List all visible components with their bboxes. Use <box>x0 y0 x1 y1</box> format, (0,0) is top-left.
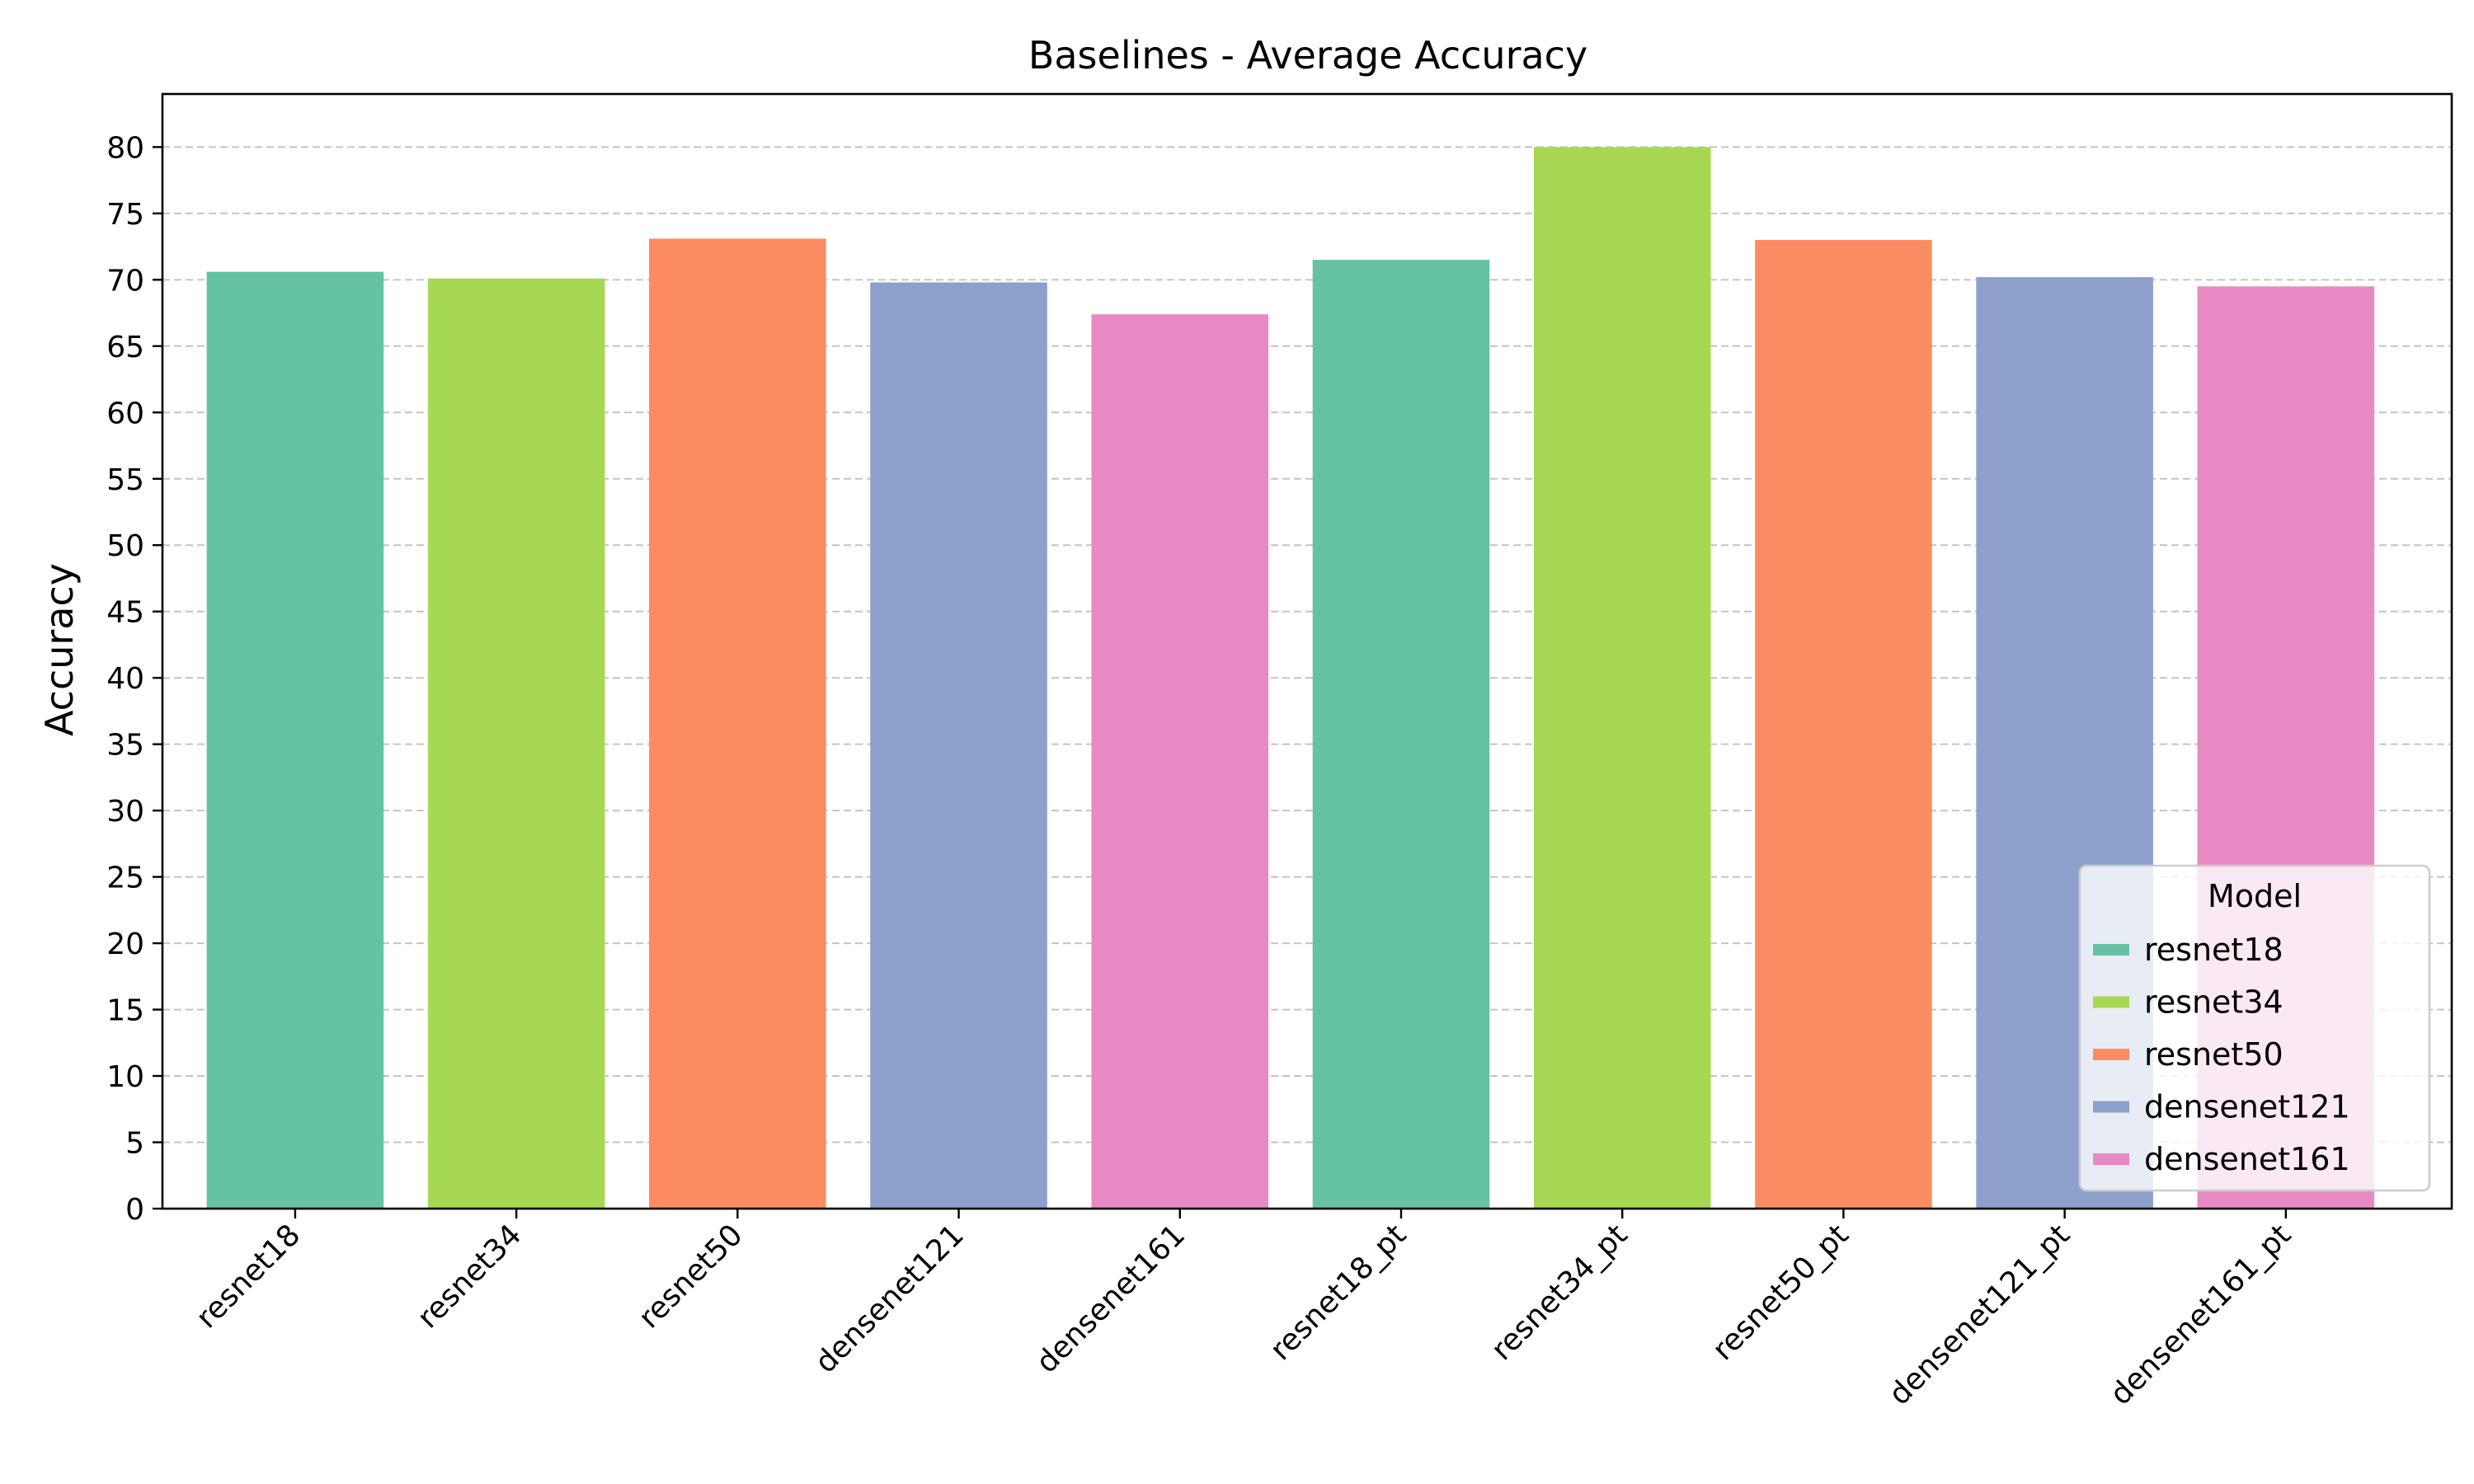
y-axis-ticks: 0 5 10 15 20 25 30 35 40 45 50 55 60 65 70 75 80 <box>106 131 162 1227</box>
x-tick-label-resnet18: resnet18 <box>190 1218 307 1335</box>
x-tick-label-densenet161: densenet161 <box>1030 1218 1192 1379</box>
x-tick-label-resnet18_pt: resnet18_pt <box>1263 1218 1413 1367</box>
legend-label-densenet121: densenet121 <box>2144 1089 2350 1125</box>
y-tick-label-70: 70 <box>106 264 144 298</box>
y-tick-label-80: 80 <box>106 131 144 165</box>
bar-resnet18 <box>206 271 384 1209</box>
legend-label-densenet161: densenet161 <box>2144 1141 2350 1177</box>
y-tick-label-30: 30 <box>106 795 144 829</box>
bar-resnet50 <box>649 238 826 1209</box>
x-tick-label-densenet121: densenet121 <box>809 1218 971 1379</box>
bar-resnet34_pt <box>1533 147 1711 1209</box>
y-tick-label-45: 45 <box>106 596 144 630</box>
y-tick-label-75: 75 <box>106 198 144 232</box>
x-tick-label-densenet161_pt: densenet161_pt <box>2104 1218 2298 1411</box>
x-tick-label-resnet50: resnet50 <box>633 1218 750 1335</box>
y-tick-label-40: 40 <box>106 662 144 696</box>
y-tick-label-55: 55 <box>106 463 144 497</box>
y-tick-label-10: 10 <box>106 1060 144 1094</box>
legend: Model resnet18 resnet34 resnet50 densenet12… <box>2078 864 2431 1192</box>
y-tick-label-5: 5 <box>125 1127 144 1161</box>
x-tick-label-resnet34_pt: resnet34_pt <box>1485 1218 1634 1367</box>
y-tick-label-20: 20 <box>106 928 144 961</box>
x-tick-label-densenet121_pt: densenet121_pt <box>1883 1218 2077 1411</box>
y-axis-label: Accuracy <box>37 563 82 736</box>
x-tick-label-resnet34: resnet34 <box>412 1218 529 1335</box>
y-tick-label-35: 35 <box>106 729 144 763</box>
legend-entries: resnet18 resnet34 resnet50 densenet121 dense… <box>2093 932 2350 1177</box>
bar-densenet121 <box>870 282 1047 1209</box>
y-tick-label-50: 50 <box>106 529 144 563</box>
bars <box>206 147 2375 1209</box>
y-tick-label-15: 15 <box>106 994 144 1028</box>
x-tick-label-resnet50_pt: resnet50_pt <box>1706 1218 1856 1367</box>
legend-box <box>2078 864 2431 1192</box>
x-axis-ticks: resnet18 resnet34 resnet50 densenet121 dense… <box>190 1209 2298 1411</box>
legend-label-resnet18: resnet18 <box>2144 932 2284 968</box>
bar-resnet34 <box>427 278 605 1209</box>
y-tick-label-60: 60 <box>106 397 144 430</box>
legend-label-resnet34: resnet34 <box>2144 984 2284 1021</box>
plot-frame <box>161 92 2453 1210</box>
y-tick-label-65: 65 <box>106 331 144 364</box>
y-tick-label-0: 0 <box>125 1193 144 1227</box>
bar-resnet18_pt <box>1312 260 1490 1209</box>
bar-resnet50_pt <box>1755 240 1932 1209</box>
chart-title: Baselines - Average Accuracy <box>1028 33 1587 77</box>
legend-label-resnet50: resnet50 <box>2144 1036 2284 1073</box>
legend-title: Model <box>2208 878 2302 914</box>
bar-densenet161 <box>1091 314 1269 1209</box>
y-tick-label-25: 25 <box>106 862 144 895</box>
